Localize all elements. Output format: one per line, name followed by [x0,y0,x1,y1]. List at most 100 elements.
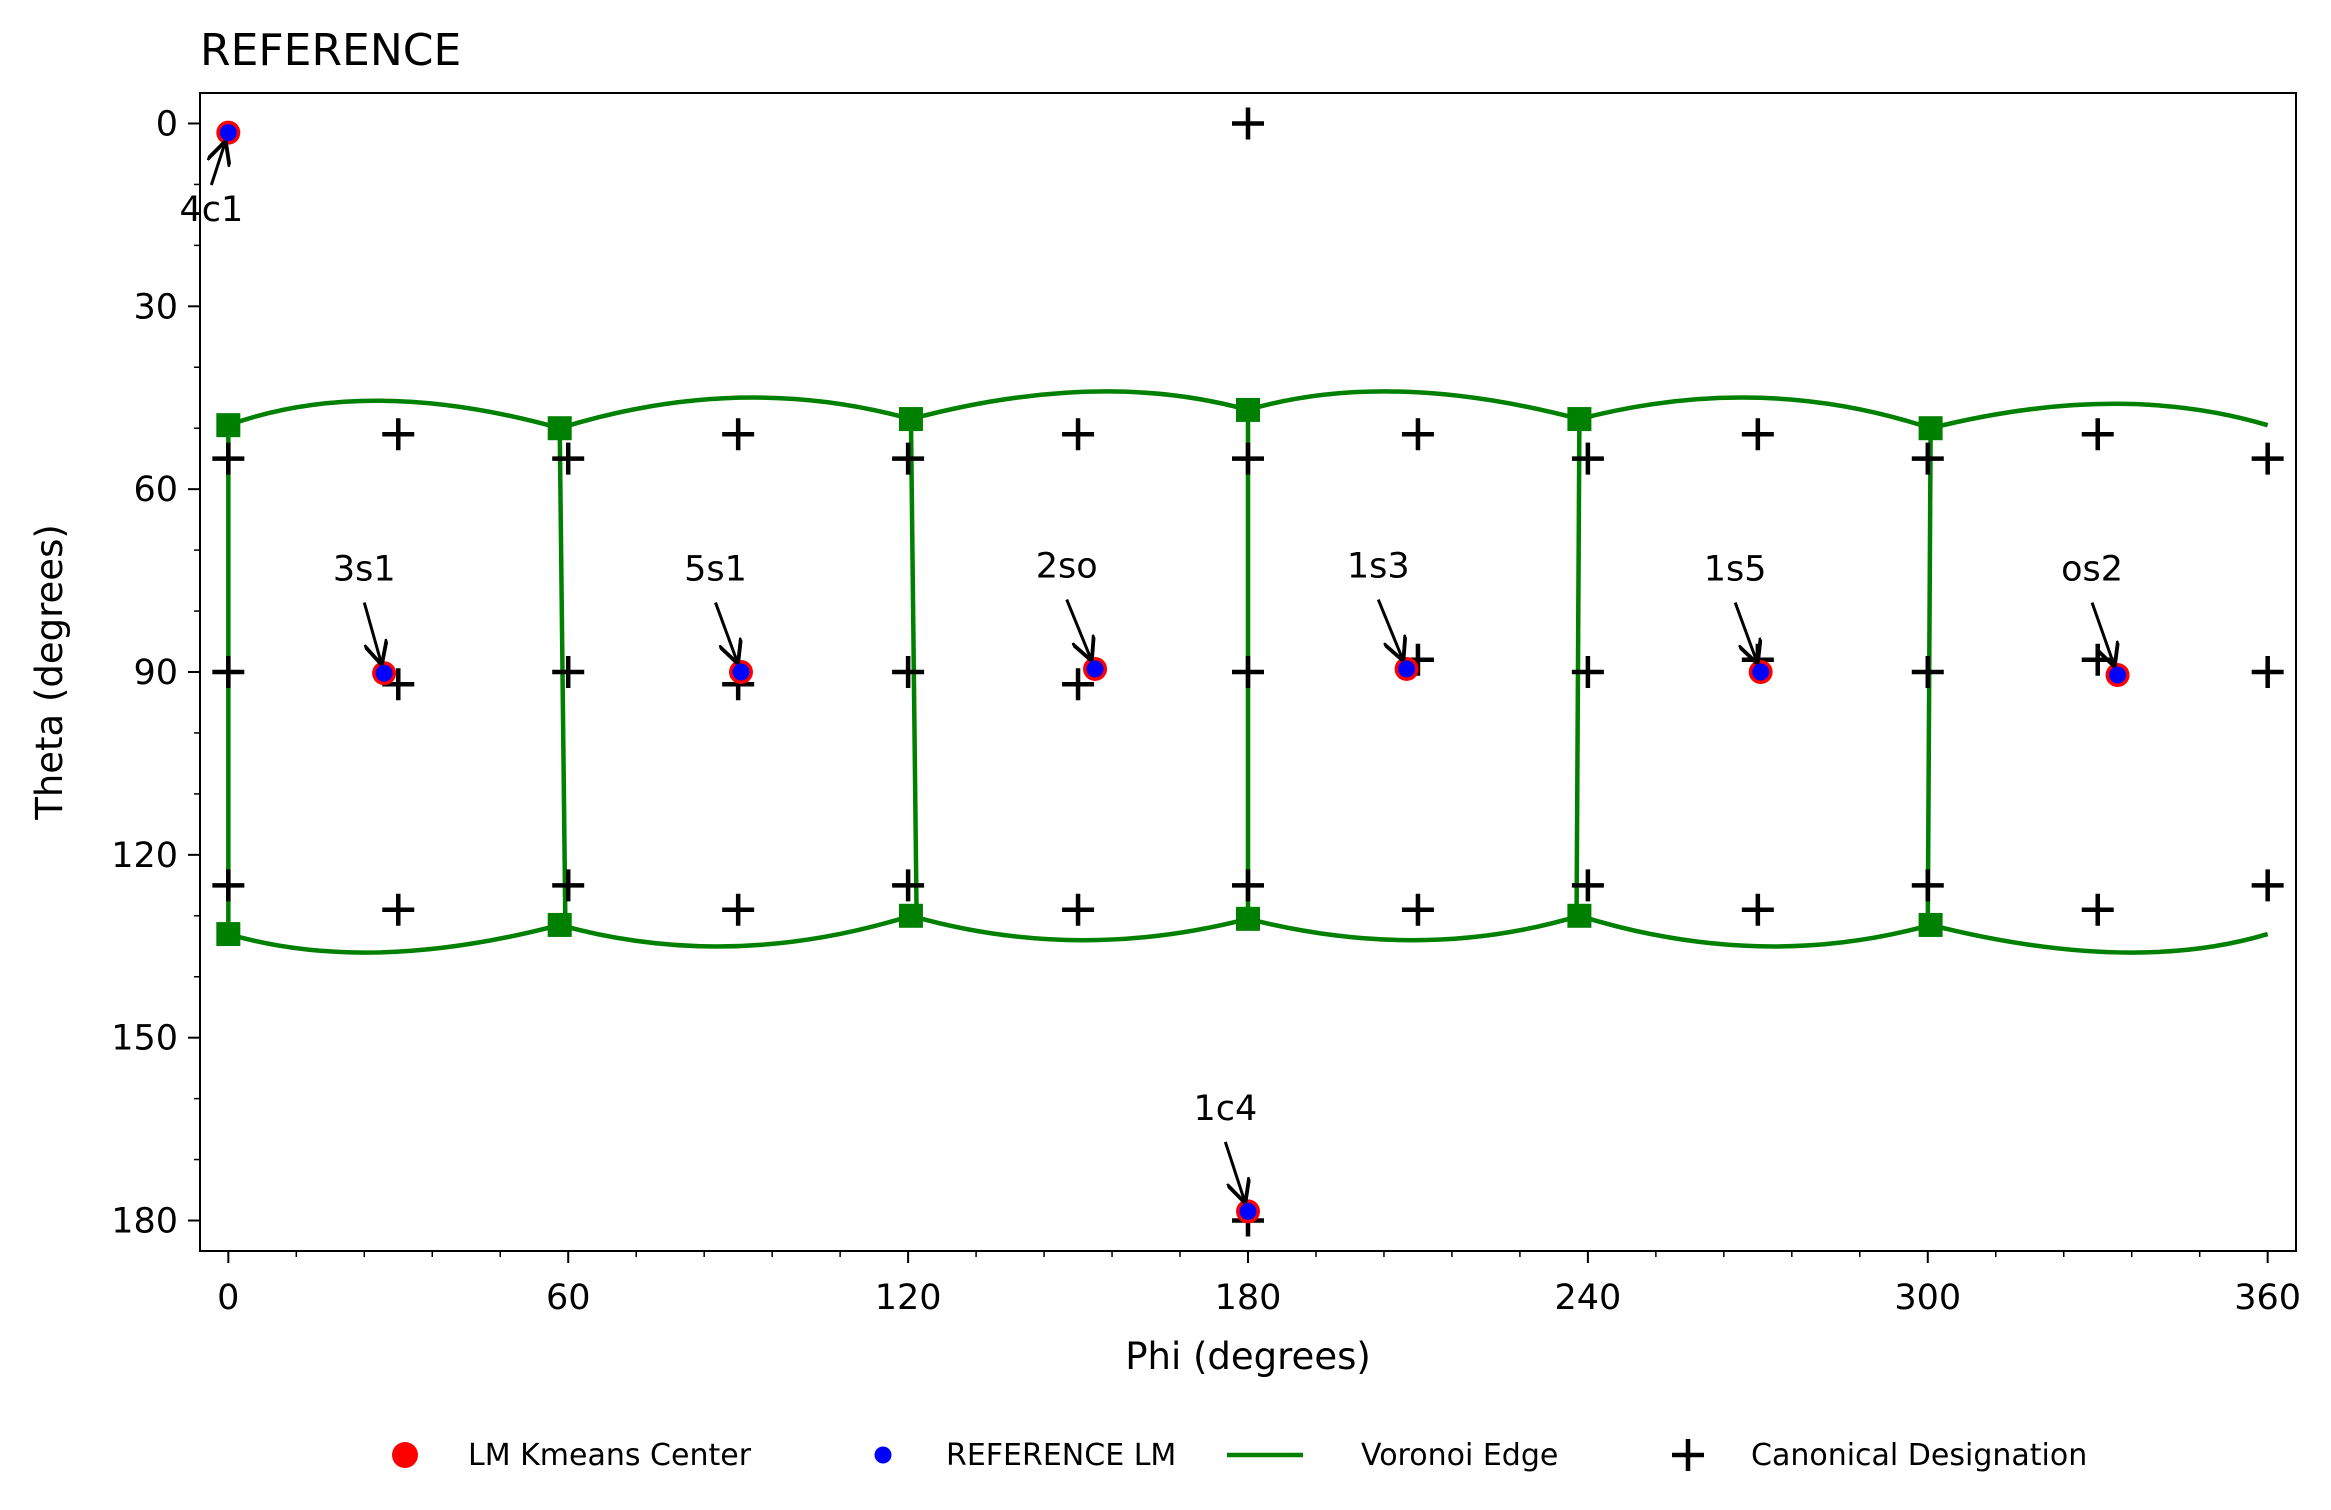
canonical-marker [1232,107,1264,140]
voronoi-edge-line [908,419,919,916]
x-tick-label: 120 [875,1278,942,1318]
annotation-arrow [1376,598,1402,659]
canonical-marker [2081,418,2114,451]
voronoi-edge-arc [227,922,561,955]
canonical-marker [552,442,585,475]
annotation-label: os2 [2061,550,2123,590]
reference-point [1752,663,1770,681]
canonical-marker [1911,869,1944,902]
annotation-arrow [1065,598,1091,659]
voronoi-edge-arc [1930,922,2269,955]
voronoi-edge-arc [1930,401,2269,431]
canonical-marker [722,418,755,451]
voronoi-vertex [1918,416,1943,441]
canonical-marker [1062,893,1095,926]
lm-points [216,120,2130,1224]
x-tick-label: 360 [2234,1278,2301,1318]
y-tick-label: 120 [111,836,178,876]
voronoi-edge-arc [1247,389,1580,422]
voronoi-vertex [1236,906,1260,931]
canonical-marker [1911,442,1944,475]
annotation-arrow [1223,1141,1244,1201]
annotation-label: 1c4 [1193,1089,1257,1129]
voronoi-vertex [547,416,572,441]
canonical-marker [212,869,245,902]
legend-reference-marker [874,1446,892,1464]
legend-label: Canonical Designation [1751,1438,2087,1473]
canonical-marker [552,656,585,688]
voronoi-edge-arc [559,395,912,431]
voronoi-vertex [898,903,923,928]
x-tick-label: 180 [1215,1278,1282,1318]
reference-point [2109,666,2127,684]
reference-point [375,664,393,682]
voronoi-vertex [1918,912,1943,937]
y-tick-label: 60 [133,470,178,510]
canonical-marker [892,869,925,902]
legend-label: Voronoi Edge [1361,1438,1558,1473]
voronoi-vertex [216,413,241,438]
voronoi-edge-arc [910,913,1249,943]
y-tick-label: 30 [133,287,178,327]
axes: 0 60 120 180 240 300 360 0 30 60 90 120 150 180 [111,104,2301,1318]
canonical-marker [892,442,925,475]
x-tick-label: 0 [217,1278,239,1318]
canonical-marker [1062,418,1095,451]
voronoi-vertex [898,407,923,432]
canonical-marker [1571,869,1604,902]
voronoi-vertex [1567,407,1592,432]
voronoi-edge-line [1574,419,1582,916]
canonical-marker [2251,869,2284,902]
y-axis-label: Theta (degrees) [28,524,71,821]
canonical-marker [1571,656,1604,688]
x-tick-label: 60 [546,1278,591,1318]
canonical-marker [1232,869,1264,902]
canonical-marker [212,442,245,475]
annotation-label: 1s5 [1704,550,1767,590]
annotation-arrow [362,602,381,663]
voronoi-vertex [216,922,241,947]
canonical-marker [1741,418,1774,451]
canonical-marker [1741,893,1774,926]
voronoi-edge-line [557,428,568,925]
canonical-marker [382,418,415,451]
canonical-marker [2251,656,2284,688]
annotation-arrow [211,143,225,186]
annotations: 4c1 3s1 5s1 2so 1s3 1s5 os2 1c4 [179,143,2123,1201]
voronoi-vertex [1567,903,1592,928]
x-axis-label: Phi (degrees) [1125,1335,1371,1378]
canonical-marker [1062,668,1095,701]
canonical-marker [552,869,585,902]
legend: LM Kmeans Center REFERENCE LM Voronoi Edge… [392,1438,2087,1473]
canonical-marker [1911,656,1944,688]
annotation-label: 2so [1036,547,1098,587]
canonical-marker [722,893,755,926]
canonical-markers [212,107,2284,1237]
legend-canonical-marker [1672,1439,1704,1471]
y-tick-label: 90 [133,653,178,693]
reference-point [1398,660,1416,678]
canonical-marker [382,893,415,926]
annotation-label: 3s1 [333,550,396,590]
reference-point [1086,660,1104,678]
reference-point [1239,1202,1257,1220]
y-tick-label: 150 [111,1019,178,1059]
voronoi-vertex [1236,397,1260,422]
annotation-arrow [714,602,738,662]
reference-point [219,124,237,142]
canonical-marker [1571,442,1604,475]
voronoi-edge-arc [1578,395,1932,431]
canonical-marker [1401,893,1434,926]
canonical-marker [212,656,245,688]
voronoi-edge-arc [227,398,561,431]
voronoi-edge-arc [1578,913,1932,949]
x-tick-label: 240 [1554,1278,1621,1318]
reference-point [732,663,750,681]
canonical-marker [1232,656,1264,688]
voronoi-edge-arc [1247,913,1581,943]
annotation-label: 5s1 [684,550,747,590]
canonical-marker [2081,893,2114,926]
canonical-marker [1232,442,1264,475]
legend-kmeans-marker [392,1442,418,1468]
canonical-marker [1401,418,1434,451]
